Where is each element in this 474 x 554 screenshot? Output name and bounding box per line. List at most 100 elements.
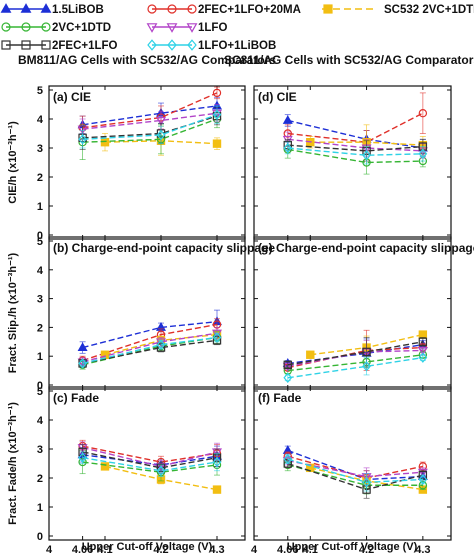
data-point [100,462,110,471]
data-point [78,134,87,145]
legend-marker [1,40,11,50]
legend-marker [21,40,31,50]
data-point [362,149,371,161]
y-tick-label: 4 [37,415,44,427]
legend-marker [166,23,178,33]
y-axis-label: CIE/h (x10⁻³h⁻¹) [7,121,19,204]
x-axis-label-right: Upper Cut-off Voltage (V) [287,541,418,553]
legend-entry: 2FEC+1LFO+20MA [147,4,301,16]
series-line [82,320,218,349]
series-4 [77,326,222,368]
data-point [418,148,428,160]
x-tick-label: 4 [46,544,53,554]
legend-label: 2FEC+1LFO+20MA [198,4,301,16]
y-tick-label: 0 [37,230,43,242]
x-tick-label: 4.2 [359,544,374,554]
series-line [82,457,218,472]
legend-marker [147,4,157,14]
y-tick-label: 1 [37,351,43,363]
legend-entry: SC532 2VC+1DTD [322,4,474,16]
data-point [78,358,87,369]
y-tick-label: 5 [37,85,43,97]
legend-marker [21,22,31,32]
x-tick-label: 4.1 [303,544,318,554]
legend-marker [20,3,32,13]
data-point [282,135,293,145]
panel-a: 0 1 2 3 4 5 (a) CIE [37,85,246,242]
x-tick-label: 4.3 [209,544,224,554]
legend-marker [187,39,197,51]
panel-title: (e) Charge-end-point capacity slippage [258,241,474,255]
panel-frame [253,386,452,541]
data-point [77,342,88,352]
y-axis-label: Fract. Slip./h (x10⁻³h⁻¹) [7,252,19,373]
legend-label: SC532 2VC+1DTD [384,4,474,16]
legend-marker [40,3,52,13]
legend-marker [0,3,12,13]
y-tick-label: 2 [37,322,43,334]
legend-marker [323,4,333,14]
legend-marker [41,22,51,32]
y-tick-label: 0 [37,380,43,392]
series-line [82,446,218,468]
series-line [82,339,218,365]
data-point [283,360,292,370]
data-point [212,332,222,343]
panel-frame [253,85,452,240]
data-point [362,347,371,357]
legend-marker [186,23,198,33]
panel-frame [253,236,452,390]
panels: 0 1 2 3 4 5 (a) CIE 0 1 2 3 4 5 (b) Charge-end-point … [37,85,474,554]
series-line [287,346,423,369]
series-line [82,332,218,363]
panel-e: (e) Charge-end-point capacity slippage [253,236,474,390]
series-line [287,148,423,164]
y-tick-label: 0 [37,531,43,543]
y-tick-label: 3 [37,143,43,155]
panel-frame [48,236,246,390]
data-point [417,346,428,356]
data-point [418,108,428,118]
legend-label: 2FEC+1LFO [52,40,118,52]
series-6 [283,352,428,384]
column-title-right: SC811/AG Cells with SC532/AG Comparators [224,53,474,67]
y-tick-label: 4 [37,265,44,277]
series-line [287,459,423,478]
x-tick-label: 4.06 [72,544,93,554]
y-tick-label: 5 [37,386,43,398]
series-line [287,341,423,366]
data-point [212,139,222,148]
y-axis-label: Fract. Fade/h (x10⁻³h⁻¹) [7,402,19,525]
x-tick-label: 4.06 [277,544,298,554]
data-point [418,352,428,363]
legend-label: 1LFO [198,22,227,34]
data-point [156,465,166,477]
legend-marker [41,40,51,50]
legend-marker [167,4,177,14]
data-point [212,88,222,98]
panel-f: 4 4.06 4.1 4.2 4.3 (f) Fade [251,386,452,554]
series-line [287,354,423,372]
legend-marker [187,4,197,14]
legend-label: 2VC+1DTD [52,22,111,34]
data-point [362,477,371,488]
y-tick-label: 4 [37,114,44,126]
data-point [156,339,166,350]
legend-entry: 2FEC+1LFO [1,40,118,52]
data-point [417,468,428,478]
panel-frame [48,85,246,240]
legend-marker [1,22,11,32]
data-point [156,116,166,126]
series-6 [283,453,428,492]
series-line [287,112,424,143]
panel-title: (a) CIE [53,90,91,104]
legend-marker [146,23,158,33]
panel-title: (f) Fade [258,391,302,405]
series-0 [282,445,428,489]
data-point [212,485,222,494]
data-point [362,361,371,372]
data-point [418,337,428,347]
series-line [82,445,218,463]
y-tick-label: 3 [37,294,43,306]
